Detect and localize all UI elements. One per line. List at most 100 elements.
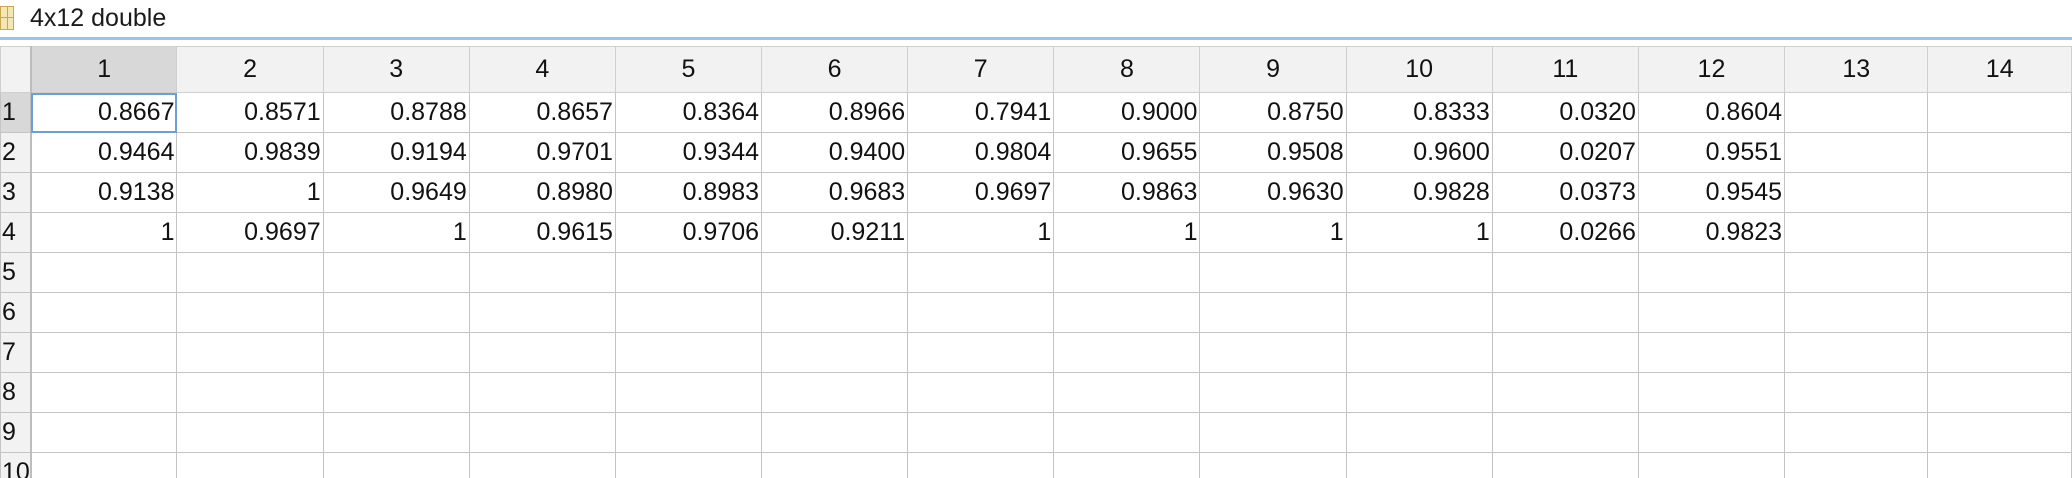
cell-r8-c12[interactable]	[1637, 372, 1786, 413]
cell-r3-c4[interactable]: 0.8980	[468, 172, 616, 213]
cell-r10-c7[interactable]	[907, 452, 1055, 478]
cell-r5-c6[interactable]	[761, 252, 909, 293]
cell-r1-c3[interactable]: 0.8788	[322, 92, 470, 133]
cell-r1-c2[interactable]: 0.8571	[176, 92, 324, 133]
cell-r9-c11[interactable]	[1491, 412, 1639, 453]
cell-r4-c13[interactable]	[1784, 212, 1929, 253]
cell-r6-c6[interactable]	[761, 292, 909, 333]
row-header-2[interactable]: 2	[0, 132, 32, 173]
cell-r1-c5[interactable]: 0.8364	[614, 92, 763, 133]
row-header-10[interactable]: 10	[0, 452, 32, 478]
cell-r2-c8[interactable]: 0.9655	[1053, 132, 1201, 173]
cell-r2-c7[interactable]: 0.9804	[907, 132, 1055, 173]
cell-r1-c12[interactable]: 0.8604	[1637, 92, 1786, 133]
cell-r1-c14[interactable]	[1927, 92, 2072, 133]
cell-r10-c4[interactable]	[468, 452, 616, 478]
cell-r10-c2[interactable]	[176, 452, 324, 478]
cell-r2-c2[interactable]: 0.9839	[176, 132, 324, 173]
cell-r5-c7[interactable]	[907, 252, 1055, 293]
cell-r3-c10[interactable]: 0.9828	[1345, 172, 1493, 213]
cell-r10-c9[interactable]	[1199, 452, 1347, 478]
cell-r3-c5[interactable]: 0.8983	[614, 172, 763, 213]
cell-r1-c6[interactable]: 0.8966	[761, 92, 909, 133]
cell-r1-c7[interactable]: 0.7941	[907, 92, 1055, 133]
cell-r3-c7[interactable]: 0.9697	[907, 172, 1055, 213]
column-header-14[interactable]: 14	[1927, 46, 2072, 93]
cell-r8-c5[interactable]	[614, 372, 763, 413]
cell-r2-c13[interactable]	[1784, 132, 1929, 173]
cell-r6-c7[interactable]	[907, 292, 1055, 333]
cell-r1-c11[interactable]: 0.0320	[1491, 92, 1639, 133]
cell-r5-c10[interactable]	[1345, 252, 1493, 293]
cell-r3-c9[interactable]: 0.9630	[1199, 172, 1347, 213]
cell-r6-c5[interactable]	[614, 292, 763, 333]
cell-r3-c3[interactable]: 0.9649	[322, 172, 470, 213]
cell-r3-c11[interactable]: 0.0373	[1491, 172, 1639, 213]
column-header-13[interactable]: 13	[1784, 46, 1929, 93]
cell-r10-c6[interactable]	[761, 452, 909, 478]
cell-r4-c10[interactable]: 1	[1345, 212, 1493, 253]
cell-r2-c9[interactable]: 0.9508	[1199, 132, 1347, 173]
cell-r5-c3[interactable]	[322, 252, 470, 293]
cell-r10-c12[interactable]	[1637, 452, 1786, 478]
cell-r6-c10[interactable]	[1345, 292, 1493, 333]
cell-r5-c12[interactable]	[1637, 252, 1786, 293]
cell-r2-c4[interactable]: 0.9701	[468, 132, 616, 173]
cell-r5-c8[interactable]	[1053, 252, 1201, 293]
cell-r8-c10[interactable]	[1345, 372, 1493, 413]
cell-r6-c2[interactable]	[176, 292, 324, 333]
cell-r1-c10[interactable]: 0.8333	[1345, 92, 1493, 133]
cell-r4-c1[interactable]: 1	[30, 212, 178, 253]
cell-r5-c4[interactable]	[468, 252, 616, 293]
cell-r9-c8[interactable]	[1053, 412, 1201, 453]
cell-r8-c6[interactable]	[761, 372, 909, 413]
cell-r10-c8[interactable]	[1053, 452, 1201, 478]
cell-r4-c5[interactable]: 0.9706	[614, 212, 763, 253]
cell-r8-c8[interactable]	[1053, 372, 1201, 413]
cell-r2-c6[interactable]: 0.9400	[761, 132, 909, 173]
column-header-1[interactable]: 1	[30, 46, 178, 93]
cell-r7-c12[interactable]	[1637, 332, 1786, 373]
cell-r2-c3[interactable]: 0.9194	[322, 132, 470, 173]
cell-r9-c3[interactable]	[322, 412, 470, 453]
corner-header[interactable]	[0, 46, 32, 93]
cell-r2-c11[interactable]: 0.0207	[1491, 132, 1639, 173]
cell-r1-c13[interactable]	[1784, 92, 1929, 133]
cell-r7-c11[interactable]	[1491, 332, 1639, 373]
cell-r9-c4[interactable]	[468, 412, 616, 453]
cell-r6-c12[interactable]	[1637, 292, 1786, 333]
cell-r4-c14[interactable]	[1927, 212, 2072, 253]
cell-r9-c13[interactable]	[1784, 412, 1929, 453]
column-header-3[interactable]: 3	[322, 46, 470, 93]
cell-r10-c5[interactable]	[614, 452, 763, 478]
cell-r7-c2[interactable]	[176, 332, 324, 373]
cell-r7-c10[interactable]	[1345, 332, 1493, 373]
cell-r8-c2[interactable]	[176, 372, 324, 413]
cell-r10-c13[interactable]	[1784, 452, 1929, 478]
cell-r8-c13[interactable]	[1784, 372, 1929, 413]
cell-r2-c12[interactable]: 0.9551	[1637, 132, 1786, 173]
row-header-3[interactable]: 3	[0, 172, 32, 213]
cell-r9-c5[interactable]	[614, 412, 763, 453]
cell-r6-c3[interactable]	[322, 292, 470, 333]
cell-r5-c14[interactable]	[1927, 252, 2072, 293]
cell-r9-c6[interactable]	[761, 412, 909, 453]
cell-r3-c14[interactable]	[1927, 172, 2072, 213]
cell-r5-c11[interactable]	[1491, 252, 1639, 293]
cell-r3-c1[interactable]: 0.9138	[30, 172, 178, 213]
cell-r7-c1[interactable]	[30, 332, 178, 373]
cell-r8-c4[interactable]	[468, 372, 616, 413]
cell-r5-c2[interactable]	[176, 252, 324, 293]
cell-r4-c4[interactable]: 0.9615	[468, 212, 616, 253]
cell-r2-c1[interactable]: 0.9464	[30, 132, 178, 173]
cell-r4-c3[interactable]: 1	[322, 212, 470, 253]
cell-r6-c13[interactable]	[1784, 292, 1929, 333]
row-header-4[interactable]: 4	[0, 212, 32, 253]
column-header-9[interactable]: 9	[1199, 46, 1347, 93]
column-header-10[interactable]: 10	[1345, 46, 1493, 93]
row-header-1[interactable]: 1	[0, 92, 32, 133]
cell-r6-c14[interactable]	[1927, 292, 2072, 333]
column-header-12[interactable]: 12	[1637, 46, 1786, 93]
row-header-9[interactable]: 9	[0, 412, 32, 453]
row-header-7[interactable]: 7	[0, 332, 32, 373]
